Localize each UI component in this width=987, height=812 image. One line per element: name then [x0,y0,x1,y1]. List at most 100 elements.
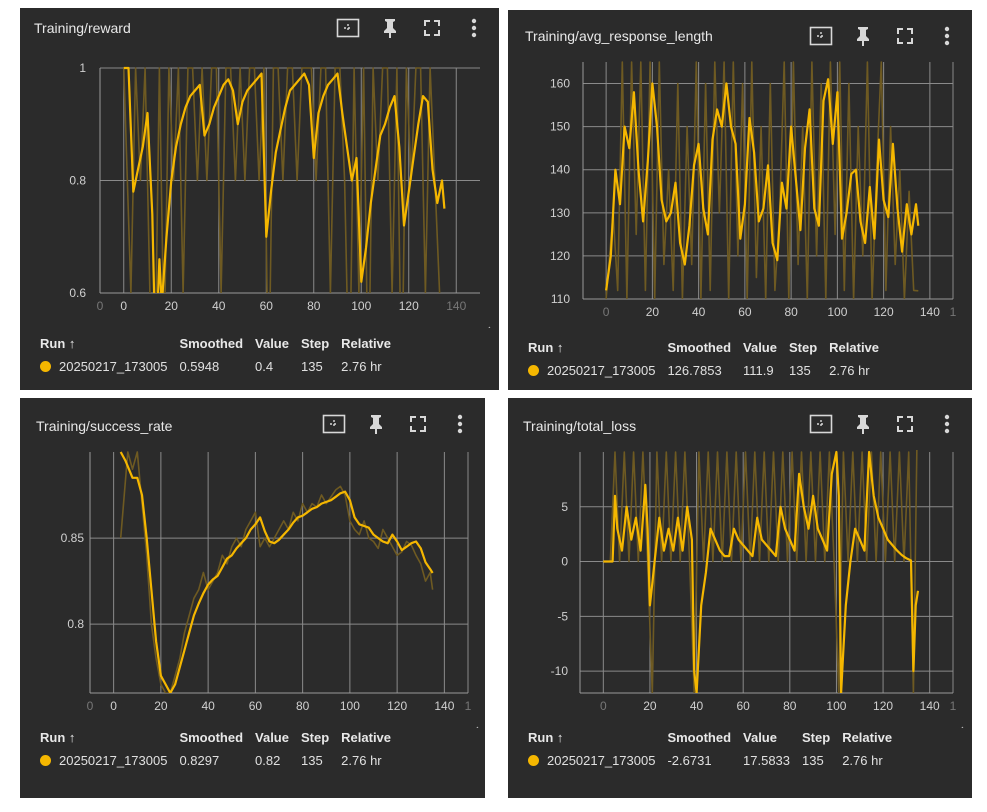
more-vert-icon[interactable] [461,16,487,40]
raw-series-line[interactable] [119,451,434,693]
run-color-dot[interactable] [528,365,539,376]
run-color-dot[interactable] [40,361,51,372]
run-cell: 20250217_173005 [528,753,667,768]
raw-series-line[interactable] [603,398,918,693]
smoothed-cell: 0.5948 [179,359,220,374]
x-tick-label: 140 [446,299,466,313]
x-tick-label: 120 [387,699,407,713]
col-smoothed: Smoothed [179,336,244,351]
table-row[interactable]: 20250217_173005 0.5948 0.4 135 2.76 hr [40,359,403,374]
fullscreen-icon[interactable] [892,24,918,48]
step-cell: 135 [788,363,811,378]
more-vert-icon[interactable] [934,24,960,48]
x-tick-label: 0 [110,699,117,713]
resize-handle-icon[interactable] [472,726,479,728]
card-total-loss: Training/total_loss 0 20 40 60 80 100 120 140 1 -… [508,398,972,798]
col-run[interactable]: Run ↑ [528,730,564,745]
value-cell: 0.4 [255,359,274,374]
y-tick-label: 120 [550,249,570,263]
y-tick-label: 0.6 [69,286,86,300]
resize-handle-icon[interactable] [957,726,964,728]
y-tick-label: 130 [550,206,570,220]
pin-icon[interactable] [850,24,876,48]
fullscreen-icon[interactable] [405,412,431,436]
fit-domain-icon[interactable] [808,24,834,48]
card-toolbar [808,24,960,48]
runs-table-grid: Run ↑ Smoothed Value Step Relative 20250217_1… [528,730,904,768]
x-tick-label: 40 [212,299,226,313]
col-smoothed: Smoothed [667,340,732,355]
x-tick-label: 1 [950,305,957,319]
col-value: Value [255,336,289,351]
x-tick-label: 80 [296,699,310,713]
run-cell: 20250217_173005 [40,753,179,768]
runs-table-grid: Run ↑ Smoothed Value Step Relative 20250217_1… [40,336,403,374]
run-color-dot[interactable] [40,755,51,766]
runs-table-grid: Run ↑ Smoothed Value Step Relative 20250217_1… [40,730,403,768]
x-tick-label: 20 [165,299,179,313]
smoothed-series-line[interactable] [119,451,434,693]
pin-icon[interactable] [850,412,876,436]
y-tick-label: 110 [551,292,570,306]
pin-icon[interactable] [377,16,403,40]
smoothed-series-line[interactable] [123,66,446,321]
more-vert-icon[interactable] [934,412,960,436]
run-color-dot[interactable] [528,755,539,766]
more-vert-icon[interactable] [447,412,473,436]
x-tick-label: 80 [784,305,798,319]
y-tick-label: 0.8 [69,174,86,188]
chart-reward: 0 0 20 40 60 80 100 120 140 0.6 0.8 1 [69,61,491,328]
x-tick-label: 0 [600,699,607,713]
x-tick-label: 120 [873,699,893,713]
fit-domain-icon[interactable] [321,412,347,436]
col-smoothed: Smoothed [179,730,244,745]
smoothed-series-line[interactable] [605,78,920,291]
col-relative: Relative [829,340,880,355]
x-tick-label: 100 [340,699,360,713]
x-tick-label: 140 [434,699,454,713]
card-avg-response-length: Training/avg_response_length 0 20 40 60 80 10… [508,10,972,390]
x-tick-label: 60 [260,299,274,313]
table-row[interactable]: 20250217_173005 0.8297 0.82 135 2.76 hr [40,753,403,768]
relative-cell: 2.76 hr [341,359,382,374]
raw-series-line[interactable] [605,61,919,299]
fit-domain-icon[interactable] [335,16,361,40]
y-tick-label: 160 [550,77,570,91]
run-cell: 20250217_173005 [528,363,667,378]
x-tick-label: 60 [249,699,263,713]
x-tick-label: 60 [738,305,752,319]
card-title: Training/reward [34,20,131,36]
y-tick-label: 1 [79,61,86,75]
col-run[interactable]: Run ↑ [528,340,564,355]
resize-handle-icon[interactable] [484,326,491,328]
chart-total-loss: 0 20 40 60 80 100 120 140 1 -10 -5 0 5 [551,398,964,728]
chart-success-rate: 0 0 20 40 60 80 100 120 140 1 0.8 0.85 [61,451,479,728]
col-smoothed: Smoothed [667,730,732,745]
pin-icon[interactable] [363,412,389,436]
x-tick-label: 100 [351,299,371,313]
x-tick-label: 20 [643,699,657,713]
x-tick-label: 1 [465,699,472,713]
x-tick-label: 0 [87,699,94,713]
table-row[interactable]: 20250217_173005 -2.6731 17.5833 135 2.76 hr [528,753,904,768]
col-run[interactable]: Run ↑ [40,730,76,745]
smoothed-cell: -2.6731 [667,753,712,768]
x-tick-label: 120 [874,305,894,319]
smoothed-cell: 0.8297 [179,753,220,768]
x-tick-label: 120 [399,299,419,313]
raw-series-line[interactable] [123,67,445,328]
y-tick-label: 140 [550,163,570,177]
x-tick-label: 20 [646,305,660,319]
smoothed-series-line[interactable] [603,450,920,693]
table-row[interactable]: 20250217_173005 126.7853 111.9 135 2.76 hr [528,363,891,378]
col-run[interactable]: Run ↑ [40,336,76,351]
fullscreen-icon[interactable] [892,412,918,436]
run-name: 20250217_173005 [59,359,168,374]
fullscreen-icon[interactable] [419,16,445,40]
col-relative: Relative [341,730,392,745]
value-cell: 17.5833 [743,753,791,768]
runs-table: Run ↑ Smoothed Value Step Relative 20250217_1… [40,336,403,374]
relative-cell: 2.76 hr [842,753,883,768]
col-value: Value [255,730,289,745]
fit-domain-icon[interactable] [808,412,834,436]
